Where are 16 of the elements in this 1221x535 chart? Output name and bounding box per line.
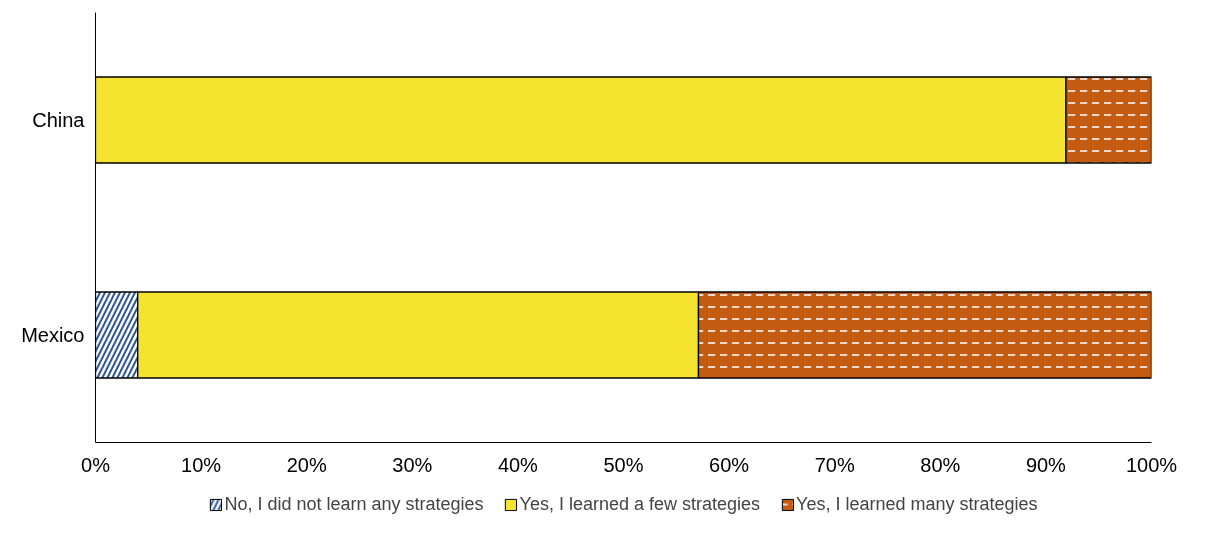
x-tick-label: 80% xyxy=(920,453,961,476)
x-tick-label: 60% xyxy=(709,453,750,476)
x-tick-label: 50% xyxy=(603,453,644,476)
y-tick-label: Mexico xyxy=(21,324,85,346)
x-tick-label: 0% xyxy=(81,453,111,476)
legend-label: Yes, I learned a few strategies xyxy=(519,493,761,515)
x-tick-label: 70% xyxy=(814,453,855,476)
x-tick-label: 100% xyxy=(1125,453,1178,476)
x-tick-label: 30% xyxy=(392,453,433,476)
legend-label: Yes, I learned many strategies xyxy=(796,493,1038,515)
legend-label: No, I did not learn any strategies xyxy=(224,493,484,515)
x-tick-label: 10% xyxy=(181,453,222,476)
x-tick-label: 90% xyxy=(1025,453,1067,476)
x-tick-label: 40% xyxy=(497,453,539,476)
x-tick-label: 20% xyxy=(286,453,327,476)
y-tick-label: China xyxy=(32,109,86,131)
